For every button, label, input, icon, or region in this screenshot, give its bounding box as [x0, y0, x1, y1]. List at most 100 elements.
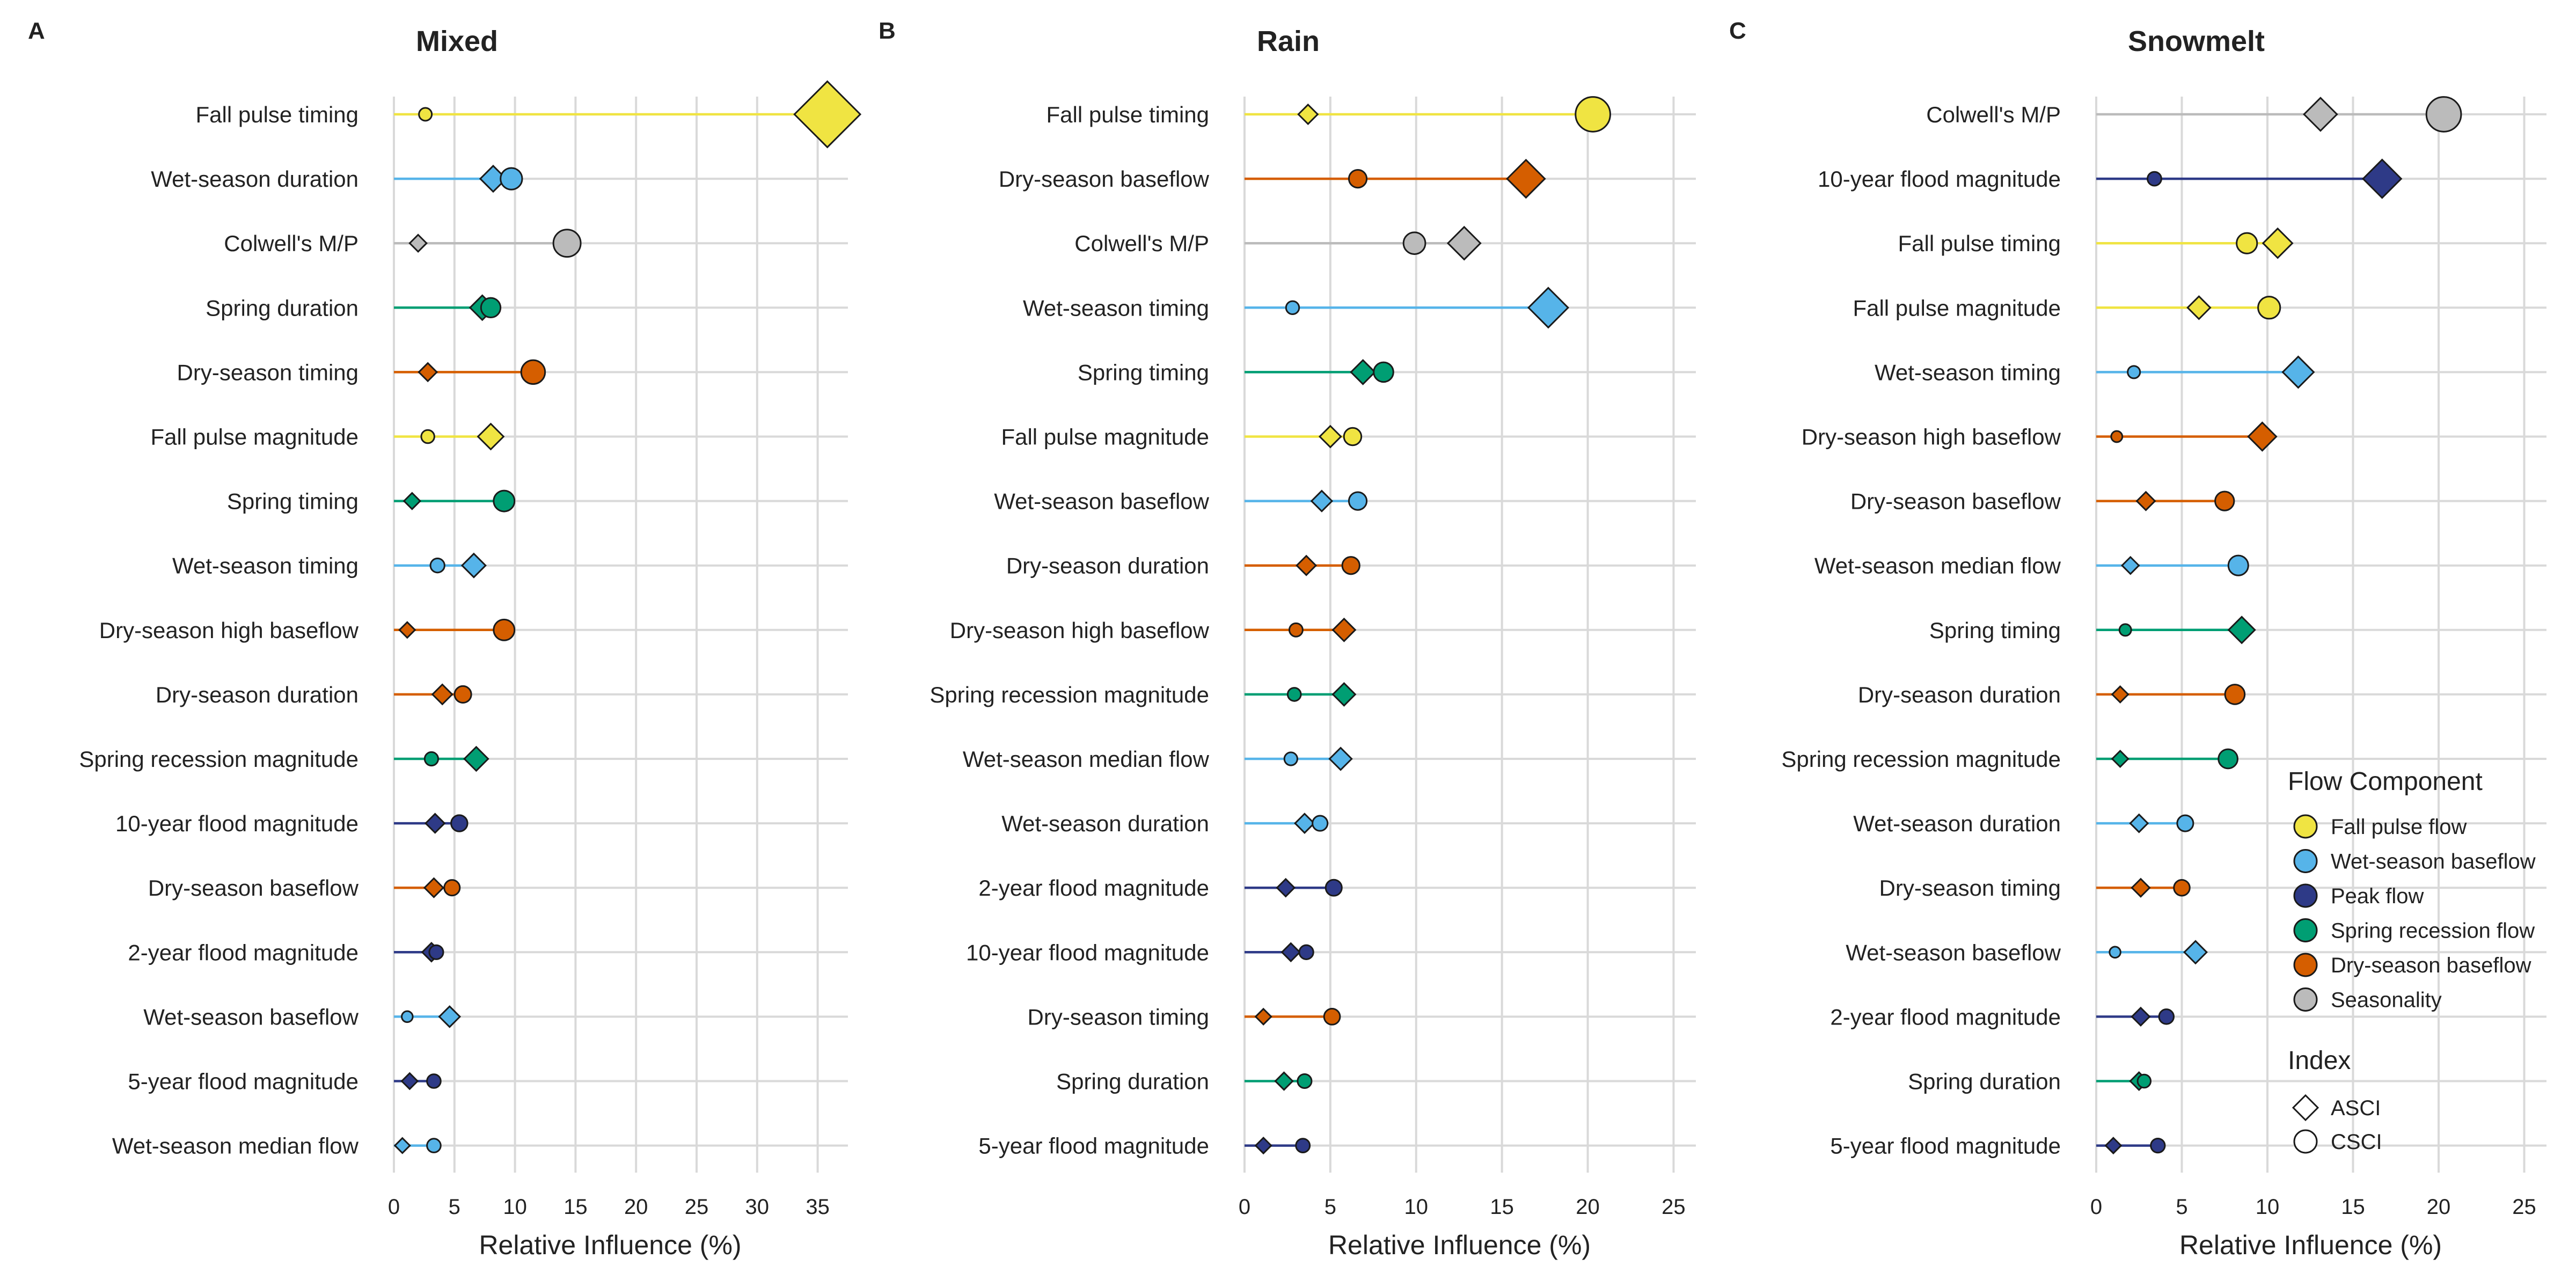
row-label: Dry-season high baseflow: [1802, 425, 2061, 450]
legend-label: Wet-season baseflow: [2331, 850, 2536, 874]
csci-point: [428, 944, 444, 960]
row-label: Fall pulse timing: [196, 102, 358, 127]
row-label: Spring recession magnitude: [1781, 747, 2061, 772]
panel-snowmelt: C Snowmelt Colwell's M/P 10-year flood magn…: [1729, 18, 2546, 1260]
panel-letter: A: [28, 18, 45, 44]
csci-point: [1575, 96, 1611, 133]
legend-title: Flow Component: [2288, 767, 2483, 796]
x-tick-label: 15: [2341, 1195, 2365, 1219]
csci-point: [1348, 491, 1368, 511]
csci-point: [2425, 96, 2462, 133]
asci-point: [1506, 158, 1546, 199]
csci-point: [2173, 879, 2191, 897]
row-label: 10-year flood magnitude: [966, 940, 1209, 965]
asci-point: [477, 422, 505, 451]
legend-item-spring-recession-flow: Spring recession flow: [2293, 918, 2535, 943]
asci-legend-icon: [2292, 1094, 2319, 1122]
csci-point: [2147, 171, 2162, 187]
row-label: 10-year flood magnitude: [1818, 166, 2061, 192]
row-label: Fall pulse magnitude: [1001, 425, 1209, 450]
row-label: Spring recession magnitude: [79, 747, 358, 772]
legend-item-dry-season-baseflow: Dry-season baseflow: [2293, 953, 2531, 977]
asci-point: [393, 1137, 411, 1154]
row-label: Dry-season duration: [1006, 553, 1209, 579]
row-label: Dry-season baseflow: [148, 875, 359, 901]
row-label: Colwell's M/P: [1926, 102, 2061, 127]
asci-point: [398, 621, 416, 639]
legend-items: Fall pulse flow Wet-season baseflow Peak f…: [2293, 814, 2536, 1012]
asci-point: [1254, 1136, 1272, 1155]
row-label: Spring duration: [1056, 1069, 1209, 1094]
row-label: Spring duration: [206, 295, 358, 320]
csci-point: [2110, 430, 2124, 443]
csci-point: [2224, 684, 2246, 705]
row-label: 5-year flood magnitude: [128, 1069, 358, 1094]
asci-point: [2183, 940, 2208, 965]
asci-point: [2281, 355, 2315, 389]
row-label: Dry-season timing: [1879, 875, 2061, 901]
csci-point: [1288, 622, 1304, 638]
row-label: 2-year flood magnitude: [978, 875, 1209, 901]
legend-swatch: [2293, 814, 2318, 839]
panels: A Mixed Fall pulse timing Wet-season durati…: [28, 18, 2546, 1260]
row-label: Fall pulse magnitude: [1853, 295, 2061, 320]
asci-point: [1294, 813, 1315, 834]
csci-point: [1341, 556, 1360, 575]
index-legend-label: CSCI: [2331, 1130, 2382, 1154]
asci-point: [438, 1005, 462, 1028]
asci-point: [2247, 421, 2278, 452]
legend-swatch: [2293, 987, 2318, 1012]
row-label: Fall pulse timing: [1046, 102, 1209, 127]
csci-point: [1285, 300, 1300, 316]
asci-point: [1331, 617, 1357, 642]
asci-point: [2135, 491, 2156, 511]
legend-label: Fall pulse flow: [2331, 815, 2467, 839]
asci-point: [1296, 554, 1318, 576]
asci-point: [460, 552, 487, 579]
row-label: Fall pulse magnitude: [150, 425, 358, 450]
csci-point: [1323, 1008, 1341, 1026]
row-label: Wet-season duration: [151, 166, 358, 192]
asci-point: [423, 877, 445, 898]
panel-title: Mixed: [416, 25, 498, 57]
x-tick-label: 20: [1576, 1195, 1600, 1219]
csci-point: [552, 229, 582, 258]
x-tick-label: 5: [1324, 1195, 1336, 1219]
asci-point: [424, 813, 446, 834]
csci-point: [500, 167, 523, 191]
x-tick-label: 15: [1490, 1195, 1514, 1219]
asci-point: [1274, 1071, 1294, 1091]
csci-point: [2218, 748, 2238, 770]
x-tick-label: 25: [2512, 1195, 2536, 1219]
asci-point: [1254, 1007, 1272, 1026]
csci-point: [1348, 169, 1368, 189]
csci-point: [1297, 1073, 1313, 1089]
asci-point: [1328, 747, 1353, 771]
asci-point: [418, 362, 438, 383]
csci-point: [1373, 361, 1394, 383]
asci-point: [1331, 682, 1357, 707]
row-label: Wet-season duration: [1853, 811, 2061, 836]
index-item-csci: CSCI: [2293, 1129, 2382, 1154]
panel-rain: B Rain Fall pulse timing Dry-season baseflo…: [879, 18, 1696, 1260]
legend-item-fall-pulse-flow: Fall pulse flow: [2293, 814, 2467, 839]
legend-item-peak-flow: Peak flow: [2293, 883, 2424, 908]
csci-point: [1343, 427, 1363, 447]
legend: Flow Component Fall pulse flow Wet-season…: [2288, 767, 2536, 1154]
asci-point: [431, 683, 453, 706]
asci-point: [2262, 227, 2294, 259]
csci-point: [1298, 944, 1314, 960]
asci-point: [402, 492, 421, 510]
row-label: Wet-season median flow: [1814, 553, 2061, 579]
row-label: Dry-season high baseflow: [99, 618, 359, 643]
row-label: Wet-season baseflow: [143, 1004, 358, 1029]
asci-point: [1446, 225, 1482, 261]
row-label: Dry-season duration: [156, 682, 358, 707]
row-label: 2-year flood magnitude: [128, 940, 358, 965]
x-axis-title: Relative Influence (%): [2179, 1230, 2442, 1260]
asci-point: [1297, 103, 1319, 126]
panel-mixed: A Mixed Fall pulse timing Wet-season durati…: [28, 18, 862, 1260]
csci-legend-icon: [2293, 1129, 2318, 1154]
csci-point: [426, 1138, 442, 1153]
row-label: Wet-season baseflow: [994, 489, 1209, 514]
